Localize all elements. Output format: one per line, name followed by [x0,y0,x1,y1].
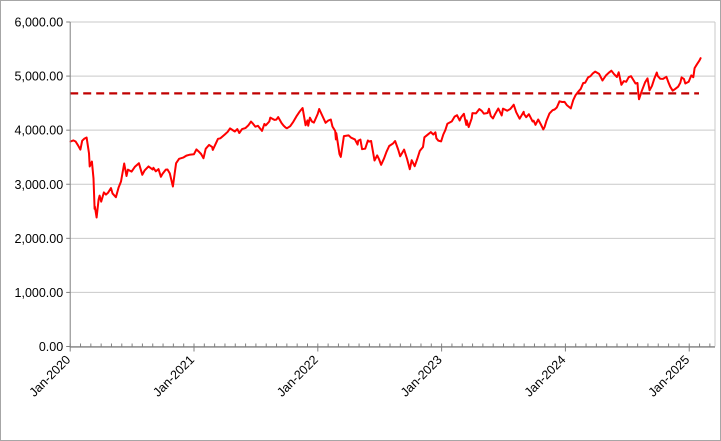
y-tick-labels: 0.00 1,000.00 2,000.00 3,000.00 4,000.00 5,00… [15,16,71,354]
x-tick-label: Jan-2025 [646,353,693,400]
x-tick-label: Jan-2022 [274,353,321,400]
series-line [69,57,702,219]
x-tick-label: Jan-2020 [27,353,74,400]
y-tick-label: 1,000.00 [15,286,64,300]
y-tick-label: 5,000.00 [15,70,64,84]
y-tick-label: 4,000.00 [15,124,64,138]
y-gridlines [70,21,716,347]
x-tick-label: Jan-2024 [522,353,569,400]
x-tick-label: Jan-2023 [398,353,445,400]
x-tick-label: Jan-2021 [150,353,197,400]
x-tick-labels: Jan-2020 Jan-2021 Jan-2022 Jan-2023 Jan-2024… [27,343,711,400]
y-tick-label: 2,000.00 [15,232,64,246]
y-tick-label: 6,000.00 [15,16,64,30]
y-tick-label: 3,000.00 [15,178,64,192]
y-tick-label: 0.00 [39,340,63,354]
